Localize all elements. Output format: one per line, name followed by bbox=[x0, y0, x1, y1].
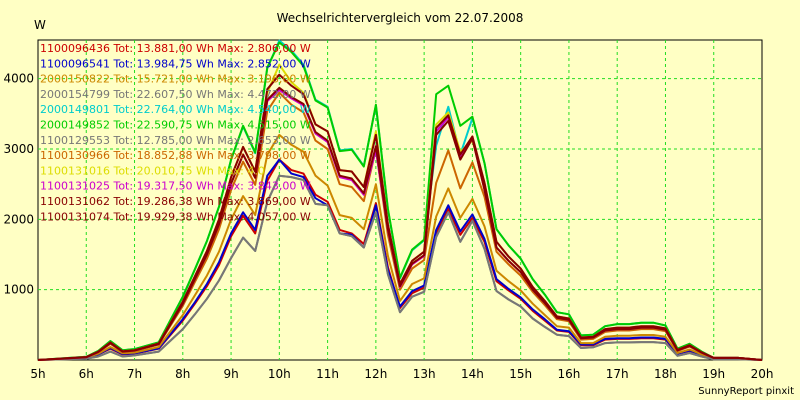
x-tick-label: 18h bbox=[654, 367, 677, 381]
x-tick-label: 12h bbox=[364, 367, 387, 381]
x-tick-label: 9h bbox=[223, 367, 238, 381]
x-tick-label: 14h bbox=[461, 367, 484, 381]
x-tick-label: 10h bbox=[268, 367, 291, 381]
y-axis-unit: W bbox=[34, 18, 46, 32]
x-tick-label: 8h bbox=[175, 367, 190, 381]
legend-entry: 1100096541 Tot: 13.984,75 Wh Max: 2.852,… bbox=[40, 57, 311, 70]
series-line-2 bbox=[37, 158, 763, 361]
y-tick-label: 2000 bbox=[3, 212, 34, 226]
x-tick-label: 19h bbox=[702, 367, 725, 381]
series-line-11 bbox=[37, 86, 763, 361]
legend-entry: 2000149801 Tot: 22.764,00 Wh Max: 4.540,… bbox=[40, 103, 311, 116]
series-line-7 bbox=[37, 174, 763, 361]
x-tick-label: 11h bbox=[316, 367, 339, 381]
legend-entry: 1100129553 Tot: 12.785,00 Wh Max: 2.653,… bbox=[40, 134, 311, 147]
legend-entry: 1100131074 Tot: 19.929,38 Wh Max: 4.057,… bbox=[40, 210, 311, 223]
x-tick-label: 13h bbox=[413, 367, 436, 381]
x-tick-label: 7h bbox=[127, 367, 142, 381]
x-tick-label: 6h bbox=[79, 367, 94, 381]
x-tick-label: 5h bbox=[30, 367, 45, 381]
series-line-3 bbox=[37, 133, 763, 361]
y-axis: 1000 2000 3000 4000 bbox=[3, 72, 34, 297]
legend-entry: 1100131025 Tot: 19.317,50 Wh Max: 3.843,… bbox=[40, 180, 311, 193]
legend-entry: 1100131062 Tot: 19.286,38 Wh Max: 3.869,… bbox=[40, 195, 311, 208]
y-tick-label: 3000 bbox=[3, 142, 34, 156]
y-tick-label: 4000 bbox=[3, 72, 34, 86]
y-tick-label: 1000 bbox=[3, 283, 34, 297]
legend-entry: 2000154799 Tot: 22.607,50 Wh Max: 4.472,… bbox=[40, 88, 311, 101]
legend-entry: 1100130966 Tot: 18.852,88 Wh Max: 3.798,… bbox=[40, 149, 311, 162]
legend-entry: 1100096436 Tot: 13.881,00 Wh Max: 2.806,… bbox=[40, 42, 311, 55]
x-tick-label: 20h bbox=[751, 367, 774, 381]
credit-label: SunnyReport pinxit bbox=[698, 386, 794, 397]
series-line-6 bbox=[37, 41, 763, 361]
legend-entry: 2000149852 Tot: 22.590,75 Wh Max: 4.515,… bbox=[40, 119, 311, 132]
series-line-12 bbox=[37, 73, 763, 361]
x-tick-label: 16h bbox=[557, 367, 580, 381]
series-line-8 bbox=[37, 91, 763, 361]
x-tick-label: 15h bbox=[509, 367, 532, 381]
x-axis: 5h 6h 7h 8h 9h 10h 11h 12h 13h 14h 15h 16h 17h 18h 19h… bbox=[30, 367, 773, 381]
chart-title: Wechselrichtervergleich vom 22.07.2008 bbox=[277, 11, 524, 25]
series-lines bbox=[37, 39, 763, 361]
x-tick-label: 17h bbox=[606, 367, 629, 381]
legend: 1100096436 Tot: 13.881,00 Wh Max: 2.806,… bbox=[40, 42, 311, 223]
legend-entry: 1100131016 Tot: 20.010,75 Wh Max: 4.0 bbox=[40, 164, 265, 177]
legend-entry: 2000150822 Tot: 15.721,00 Wh Max: 3.196,… bbox=[40, 73, 311, 86]
